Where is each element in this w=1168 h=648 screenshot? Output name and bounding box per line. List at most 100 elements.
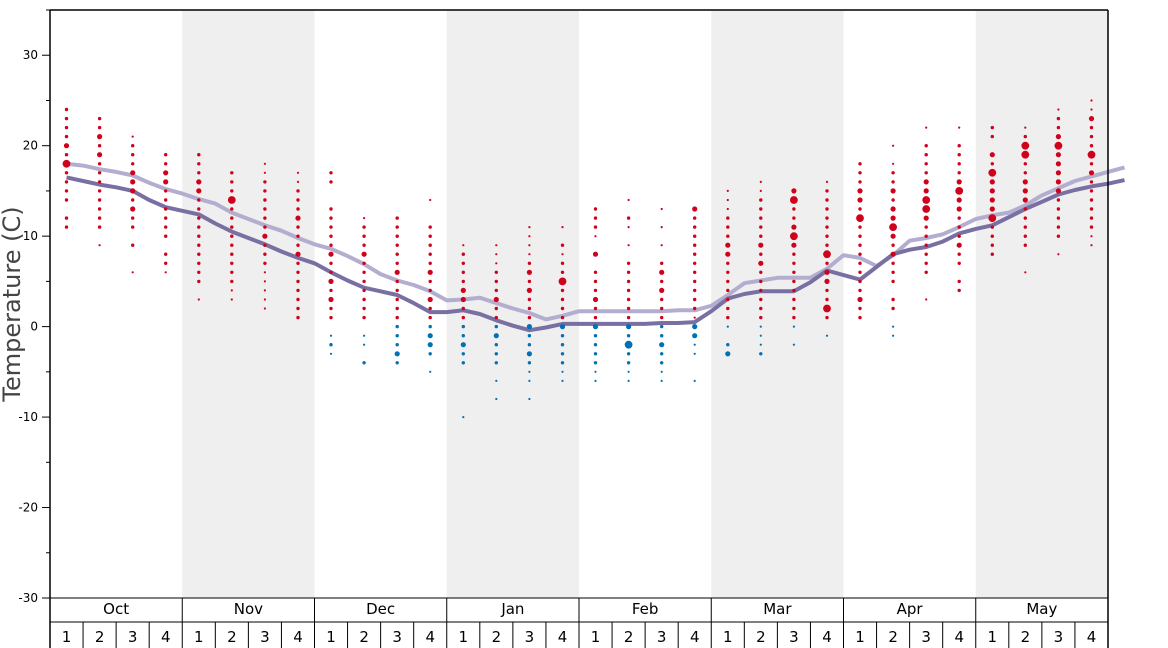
data-point bbox=[528, 370, 531, 373]
data-point bbox=[329, 225, 333, 229]
data-point bbox=[858, 162, 862, 166]
data-point bbox=[759, 234, 763, 238]
data-point bbox=[362, 270, 366, 274]
week-label: 2 bbox=[624, 628, 634, 646]
data-point bbox=[593, 306, 598, 311]
data-point bbox=[858, 225, 862, 229]
data-point bbox=[593, 279, 598, 284]
data-point bbox=[395, 324, 399, 329]
data-point bbox=[329, 306, 333, 311]
data-point bbox=[824, 278, 830, 284]
data-point bbox=[693, 288, 697, 293]
data-point bbox=[164, 216, 168, 220]
data-point bbox=[230, 298, 233, 301]
data-point bbox=[97, 125, 102, 130]
week-label: 3 bbox=[260, 628, 270, 646]
month-band-mar bbox=[711, 10, 844, 598]
data-point bbox=[263, 216, 267, 220]
data-point bbox=[62, 159, 71, 168]
data-point bbox=[1023, 225, 1027, 229]
data-point bbox=[494, 315, 498, 320]
data-point bbox=[626, 352, 631, 356]
data-point bbox=[394, 351, 400, 357]
data-point bbox=[693, 316, 696, 319]
data-point bbox=[296, 180, 300, 183]
data-point bbox=[660, 361, 664, 365]
data-point bbox=[989, 197, 995, 203]
data-point bbox=[957, 225, 961, 229]
month-label-jan: Jan bbox=[500, 600, 524, 618]
data-point bbox=[693, 343, 696, 346]
data-point bbox=[263, 298, 266, 301]
y-tick-label: 0 bbox=[30, 320, 38, 334]
data-point bbox=[592, 251, 599, 257]
week-label: 2 bbox=[227, 628, 237, 646]
data-point bbox=[858, 288, 862, 293]
data-point bbox=[726, 207, 729, 211]
data-point bbox=[1021, 150, 1030, 159]
data-point bbox=[792, 315, 796, 320]
data-point bbox=[693, 270, 697, 274]
data-point bbox=[759, 315, 763, 320]
data-point bbox=[561, 226, 564, 229]
data-point bbox=[792, 343, 796, 346]
data-point bbox=[1056, 234, 1061, 238]
data-point bbox=[362, 361, 366, 365]
data-point bbox=[857, 296, 863, 303]
data-point bbox=[922, 205, 931, 213]
data-point bbox=[560, 352, 565, 356]
data-point bbox=[164, 252, 168, 256]
data-point bbox=[594, 379, 597, 382]
data-point bbox=[362, 288, 366, 293]
data-point bbox=[692, 324, 698, 330]
y-tick-label: 20 bbox=[23, 139, 38, 153]
data-point bbox=[726, 315, 730, 320]
data-point bbox=[990, 125, 994, 130]
data-point bbox=[461, 270, 465, 274]
data-point bbox=[395, 297, 399, 302]
data-point bbox=[197, 153, 201, 157]
data-point bbox=[461, 361, 465, 365]
data-point bbox=[428, 234, 432, 238]
data-point bbox=[429, 370, 432, 373]
data-point bbox=[197, 162, 201, 166]
data-point bbox=[990, 243, 994, 247]
data-point bbox=[792, 261, 796, 265]
data-point bbox=[164, 153, 168, 157]
data-point bbox=[1023, 243, 1027, 247]
data-point bbox=[131, 225, 135, 229]
data-point bbox=[64, 225, 69, 229]
data-point bbox=[64, 180, 69, 184]
data-point bbox=[858, 306, 862, 311]
data-point bbox=[427, 333, 433, 339]
data-point bbox=[560, 270, 565, 274]
data-point bbox=[693, 261, 697, 265]
data-point bbox=[858, 171, 862, 175]
data-point bbox=[990, 252, 994, 256]
data-point bbox=[163, 179, 169, 185]
data-point bbox=[824, 269, 830, 275]
month-band-may bbox=[975, 10, 1108, 598]
data-point bbox=[130, 188, 136, 194]
data-point bbox=[263, 171, 266, 174]
data-point bbox=[362, 243, 366, 247]
data-point bbox=[428, 252, 432, 256]
data-point bbox=[227, 196, 236, 204]
data-point bbox=[726, 216, 730, 220]
data-point bbox=[990, 225, 994, 229]
data-point bbox=[296, 279, 300, 284]
data-point bbox=[363, 217, 366, 220]
data-point bbox=[857, 197, 863, 203]
data-point bbox=[726, 297, 730, 302]
week-label: 3 bbox=[921, 628, 931, 646]
data-point bbox=[922, 196, 931, 204]
data-point bbox=[263, 261, 267, 265]
data-point bbox=[890, 251, 896, 257]
data-point bbox=[989, 206, 995, 212]
data-point bbox=[428, 352, 432, 356]
data-point bbox=[64, 153, 69, 157]
data-point bbox=[131, 216, 135, 220]
data-point bbox=[660, 244, 663, 247]
data-point bbox=[890, 206, 896, 212]
data-point bbox=[792, 252, 796, 256]
